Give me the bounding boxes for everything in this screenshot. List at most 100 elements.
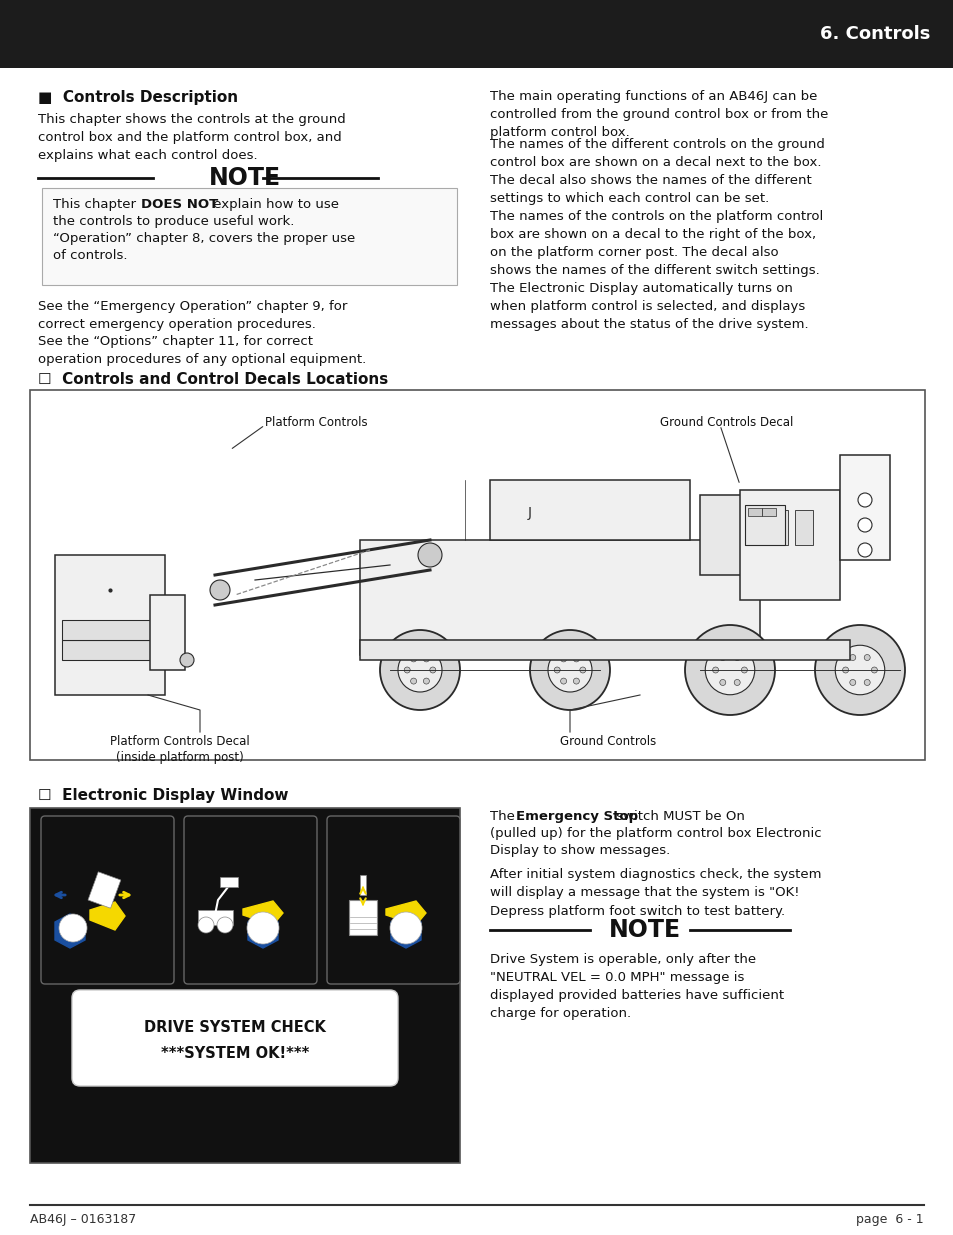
Text: The Electronic Display automatically turns on
when platform control is selected,: The Electronic Display automatically tur… <box>490 282 808 331</box>
Bar <box>88 872 121 908</box>
Text: Platform Controls Decal
(inside platform post): Platform Controls Decal (inside platform… <box>110 735 250 764</box>
Bar <box>359 876 366 895</box>
Text: page  6 - 1: page 6 - 1 <box>856 1214 923 1226</box>
Bar <box>700 495 749 576</box>
Bar <box>761 508 775 516</box>
FancyBboxPatch shape <box>184 816 316 984</box>
Bar <box>349 900 376 935</box>
Text: the controls to produce useful work.: the controls to produce useful work. <box>53 215 294 228</box>
Circle shape <box>180 653 193 667</box>
Bar <box>150 595 185 671</box>
Circle shape <box>870 667 877 673</box>
Circle shape <box>740 667 746 673</box>
Bar <box>0 0 953 68</box>
Text: AB46J – 0163187: AB46J – 0163187 <box>30 1214 136 1226</box>
Text: This chapter shows the controls at the ground
control box and the platform contr: This chapter shows the controls at the g… <box>38 112 345 162</box>
Circle shape <box>841 667 848 673</box>
Circle shape <box>554 667 559 673</box>
FancyBboxPatch shape <box>42 188 456 285</box>
Text: DRIVE SYSTEM CHECK: DRIVE SYSTEM CHECK <box>144 1020 326 1035</box>
Circle shape <box>379 630 459 710</box>
Text: The: The <box>490 810 518 823</box>
Text: The main operating functions of an AB46J can be
controlled from the ground contr: The main operating functions of an AB46J… <box>490 90 827 140</box>
Text: Drive System is operable, only after the
"NEUTRAL VEL = 0.0 MPH" message is
disp: Drive System is operable, only after the… <box>490 953 783 1020</box>
Polygon shape <box>248 914 277 948</box>
Bar <box>198 910 233 925</box>
Circle shape <box>573 678 578 684</box>
Bar <box>55 555 165 695</box>
Text: See the “Options” chapter 11, for correct
operation procedures of any optional e: See the “Options” chapter 11, for correc… <box>38 335 366 366</box>
Circle shape <box>849 679 855 685</box>
Text: (pulled up) for the platform control box Electronic: (pulled up) for the platform control box… <box>490 827 821 840</box>
Text: NOTE: NOTE <box>608 918 680 942</box>
Circle shape <box>198 918 213 932</box>
Circle shape <box>560 678 566 684</box>
Text: This chapter: This chapter <box>53 198 140 211</box>
Text: ☐  Electronic Display Window: ☐ Electronic Display Window <box>38 788 288 803</box>
Text: The names of the different controls on the ground
control box are shown on a dec: The names of the different controls on t… <box>490 138 824 205</box>
Circle shape <box>712 667 718 673</box>
Circle shape <box>216 918 233 932</box>
Text: “Operation” chapter 8, covers the proper use: “Operation” chapter 8, covers the proper… <box>53 232 355 245</box>
Circle shape <box>530 630 609 710</box>
Circle shape <box>579 667 585 673</box>
Text: Display to show messages.: Display to show messages. <box>490 844 670 857</box>
Bar <box>62 620 158 640</box>
Bar <box>740 490 840 600</box>
Bar <box>220 877 237 887</box>
Circle shape <box>247 911 278 944</box>
Circle shape <box>560 656 566 662</box>
Circle shape <box>857 517 871 532</box>
Bar <box>747 508 761 516</box>
Text: NOTE: NOTE <box>209 165 281 190</box>
Bar <box>62 640 158 659</box>
Polygon shape <box>391 914 420 948</box>
Circle shape <box>720 655 725 661</box>
Circle shape <box>210 580 230 600</box>
Circle shape <box>573 656 578 662</box>
Bar <box>30 808 459 1163</box>
Polygon shape <box>55 914 85 948</box>
Text: The names of the controls on the platform control
box are shown on a decal to th: The names of the controls on the platfor… <box>490 210 822 277</box>
Bar <box>359 640 849 659</box>
Bar <box>490 480 689 540</box>
Text: Ground Controls: Ground Controls <box>559 735 656 748</box>
Bar <box>769 510 787 545</box>
Circle shape <box>430 667 436 673</box>
Text: explain how to use: explain how to use <box>209 198 338 211</box>
Polygon shape <box>243 902 283 925</box>
Text: ☐  Controls and Control Decals Locations: ☐ Controls and Control Decals Locations <box>38 372 388 387</box>
Polygon shape <box>90 902 125 930</box>
Text: ***SYSTEM OK!***: ***SYSTEM OK!*** <box>161 1046 309 1061</box>
Bar <box>794 510 812 545</box>
Bar <box>359 540 760 655</box>
FancyBboxPatch shape <box>41 816 173 984</box>
Text: J: J <box>527 506 532 520</box>
Circle shape <box>410 656 416 662</box>
Circle shape <box>720 679 725 685</box>
Circle shape <box>857 543 871 557</box>
Text: Emergency Stop: Emergency Stop <box>516 810 638 823</box>
Circle shape <box>814 625 904 715</box>
Bar <box>840 454 889 559</box>
Circle shape <box>423 656 429 662</box>
Circle shape <box>734 655 740 661</box>
Circle shape <box>59 914 87 942</box>
Circle shape <box>849 655 855 661</box>
Circle shape <box>390 911 421 944</box>
Circle shape <box>547 648 592 692</box>
Text: 6. Controls: 6. Controls <box>819 25 929 43</box>
Text: Depress platform foot switch to test battery.: Depress platform foot switch to test bat… <box>490 905 784 918</box>
Text: Ground Controls Decal: Ground Controls Decal <box>659 415 793 429</box>
Circle shape <box>423 678 429 684</box>
Text: DOES NOT: DOES NOT <box>141 198 218 211</box>
Text: See the “Emergency Operation” chapter 9, for
correct emergency operation procedu: See the “Emergency Operation” chapter 9,… <box>38 300 347 331</box>
Circle shape <box>857 493 871 508</box>
Circle shape <box>704 645 754 695</box>
Text: ■  Controls Description: ■ Controls Description <box>38 90 238 105</box>
Text: switch MUST be On: switch MUST be On <box>612 810 744 823</box>
Circle shape <box>835 645 883 695</box>
FancyBboxPatch shape <box>71 990 397 1086</box>
Circle shape <box>410 678 416 684</box>
Circle shape <box>417 543 441 567</box>
